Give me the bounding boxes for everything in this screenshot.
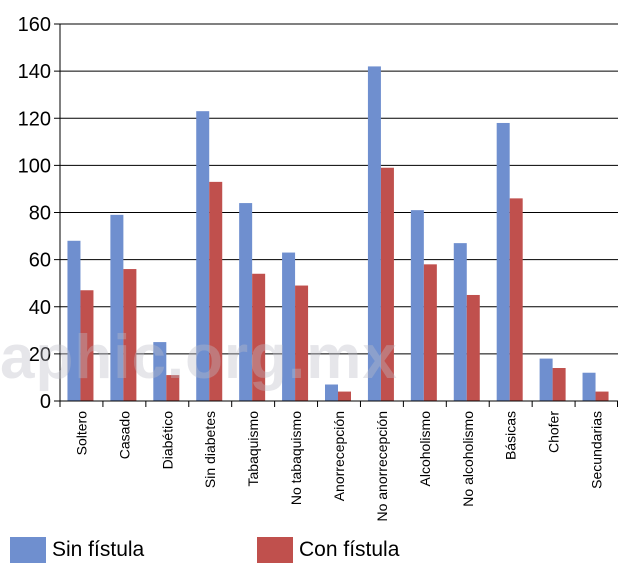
bar-sin-fistula bbox=[325, 384, 338, 401]
bar-sin-fistula bbox=[239, 203, 253, 401]
bar-con-fistula bbox=[166, 375, 180, 401]
bar-con-fistula bbox=[123, 269, 137, 401]
y-tick-label: 100 bbox=[18, 155, 51, 177]
y-tick-label: 40 bbox=[29, 297, 51, 319]
bar-sin-fistula bbox=[496, 122, 510, 402]
y-tick-label: 60 bbox=[29, 250, 51, 272]
legend-label-con-fistula: Con fístula bbox=[299, 538, 400, 561]
x-tick-label: Anorrecepción bbox=[331, 411, 347, 501]
x-tick-label: Soltero bbox=[73, 411, 89, 456]
y-tick-label: 80 bbox=[29, 203, 51, 225]
x-tick-label: No tabaquismo bbox=[288, 411, 304, 505]
y-tick-label: 20 bbox=[29, 344, 51, 366]
x-tick-label: Secundarias bbox=[589, 411, 605, 489]
x-tick-label: Básicas bbox=[503, 411, 519, 460]
legend-item-con-fistula: Con fístula bbox=[257, 537, 399, 563]
bar-con-fistula bbox=[423, 264, 437, 401]
y-tick-label: 120 bbox=[18, 108, 51, 130]
bar-sin-fistula bbox=[282, 252, 296, 401]
bar-con-fistula bbox=[252, 273, 266, 401]
y-tick-label: 160 bbox=[18, 14, 51, 36]
y-tick-label: 140 bbox=[18, 61, 51, 83]
bar-con-fistula bbox=[509, 198, 523, 401]
bar-con-fistula bbox=[552, 368, 566, 401]
x-tick-label: Diabético bbox=[159, 411, 175, 470]
x-tick-label: Sin diabetes bbox=[202, 411, 218, 488]
bar-con-fistula bbox=[595, 391, 609, 401]
bar-sin-fistula bbox=[582, 372, 596, 401]
x-tick-label: Chofer bbox=[546, 411, 562, 453]
legend-label-sin-fistula: Sin fístula bbox=[52, 538, 145, 561]
bar-sin-fistula bbox=[153, 342, 167, 401]
bar-con-fistula bbox=[380, 167, 394, 401]
x-tick-label: Tabaquismo bbox=[245, 411, 261, 487]
legend-swatch-con-fistula bbox=[257, 537, 293, 563]
x-tick-label: Alcoholismo bbox=[417, 411, 433, 487]
y-tick-label: 0 bbox=[40, 391, 51, 413]
bar-sin-fistula bbox=[367, 66, 381, 401]
bar-sin-fistula bbox=[410, 210, 424, 401]
x-tick-label: No alcoholismo bbox=[460, 411, 476, 507]
bar-sin-fistula bbox=[110, 214, 124, 401]
bar-sin-fistula bbox=[453, 243, 467, 401]
bar-sin-fistula bbox=[539, 358, 553, 401]
bar-con-fistula bbox=[209, 181, 223, 401]
legend-item-sin-fistula: Sin fístula bbox=[10, 537, 144, 563]
legend-swatch-sin-fistula bbox=[10, 537, 46, 563]
x-tick-label: Casado bbox=[116, 411, 132, 459]
x-tick-label: No anorrecepción bbox=[374, 411, 390, 522]
bar-con-fistula bbox=[466, 294, 480, 401]
bar-con-fistula bbox=[295, 285, 309, 401]
bar-sin-fistula bbox=[196, 111, 210, 402]
bar-con-fistula bbox=[80, 290, 94, 401]
bar-con-fistula bbox=[338, 391, 351, 401]
bar-sin-fistula bbox=[67, 240, 81, 401]
